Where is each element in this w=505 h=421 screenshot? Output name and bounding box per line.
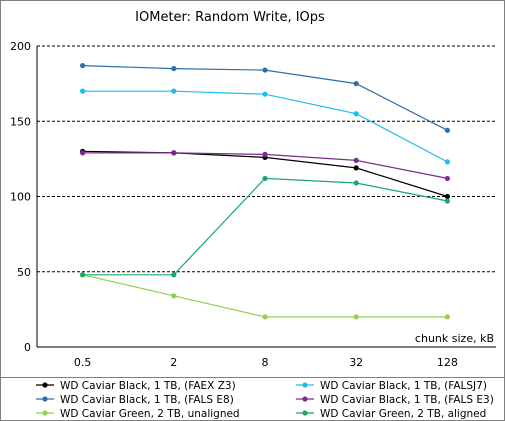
data-point [353, 314, 359, 320]
series-line [82, 65, 448, 131]
data-point [171, 272, 177, 278]
data-point [80, 62, 86, 69]
y-tick-label: 150 [10, 115, 31, 128]
series-points [80, 62, 450, 320]
x-tick-label: 32 [349, 356, 363, 369]
legend-swatch-marker [302, 396, 308, 402]
data-point [444, 127, 450, 133]
data-point [444, 193, 450, 200]
x-tick-label: 0.5 [74, 356, 92, 369]
legend-swatch-marker [42, 396, 48, 402]
legend-swatch-marker [42, 410, 48, 416]
data-point [353, 81, 359, 87]
legend-swatch-marker [42, 382, 48, 388]
x-axis-label: chunk size, kB [415, 332, 494, 345]
data-point [353, 111, 359, 117]
chart-title: IOMeter: Random Write, IOps [135, 10, 325, 25]
data-point [444, 314, 450, 320]
data-point [444, 159, 450, 165]
x-tick-labels: 0.5 2 8 32 128 [74, 356, 458, 369]
data-point [171, 150, 177, 156]
data-point [262, 67, 268, 73]
grid [37, 45, 496, 273]
series-line [82, 274, 448, 318]
series-lines [82, 65, 448, 318]
data-point [171, 65, 177, 72]
data-point [171, 88, 177, 94]
y-tick-label: 200 [10, 40, 31, 53]
data-point [262, 91, 268, 97]
data-point [353, 157, 359, 163]
y-tick-label: 0 [24, 341, 31, 354]
data-point [80, 88, 86, 94]
data-point [262, 175, 268, 182]
x-tick-label: 128 [437, 356, 458, 369]
series-line [82, 177, 448, 276]
data-point [80, 272, 86, 278]
legend: WD Caviar Black, 1 TB, (FAEX Z3) WD Cavia… [1, 377, 504, 420]
data-point [171, 293, 177, 299]
legend-swatch-marker [302, 382, 308, 388]
data-point [262, 314, 268, 320]
axes [36, 46, 496, 348]
x-tick-label: 8 [262, 356, 269, 369]
legend-label: WD Caviar Black, 1 TB, (FALS E8) [60, 394, 234, 406]
data-point [444, 198, 450, 204]
data-point [262, 151, 268, 157]
data-point [80, 150, 86, 156]
legend-label: WD Caviar Black, 1 TB, (FALS E3) [320, 394, 494, 406]
y-tick-label: 50 [17, 266, 31, 279]
legend-label: WD Caviar Black, 1 TB, (FAEX Z3) [60, 380, 236, 392]
y-tick-labels: 0 50 100 150 200 [10, 40, 31, 354]
data-point [353, 180, 359, 186]
legend-label: WD Caviar Green, 2 TB, unaligned [60, 408, 240, 420]
data-point [444, 175, 450, 182]
data-point [353, 165, 359, 171]
legend-label: WD Caviar Green, 2 TB, aligned [320, 408, 486, 420]
legend-swatch-marker [302, 410, 308, 416]
legend-label: WD Caviar Black, 1 TB, (FALSJ7) [320, 380, 487, 392]
y-tick-label: 100 [10, 191, 31, 204]
x-tick-label: 2 [170, 356, 177, 369]
